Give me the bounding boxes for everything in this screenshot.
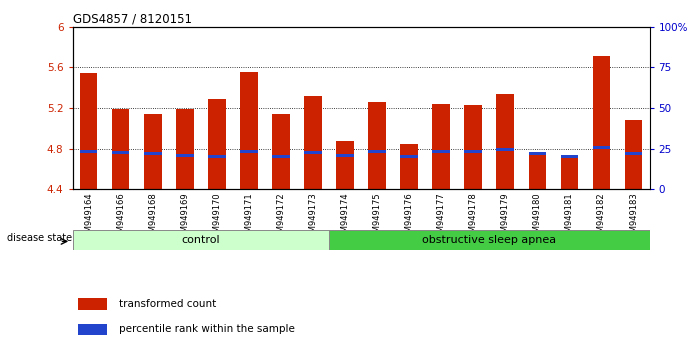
Bar [496,148,514,151]
Bar [433,104,450,189]
Bar [208,155,226,158]
Bar [272,155,290,158]
Bar [625,120,643,189]
Bar [78,324,107,335]
Text: GDS4857 / 8120151: GDS4857 / 8120151 [73,12,191,25]
Bar [240,150,258,153]
Bar [464,105,482,189]
Bar [272,114,290,189]
Bar [529,153,546,189]
Bar [79,150,97,153]
Text: disease state: disease state [8,233,73,243]
Bar [337,154,354,157]
Bar [79,73,97,189]
Bar [144,152,162,155]
Bar [304,151,322,154]
Bar [496,94,514,189]
Bar [560,155,578,158]
Bar [329,230,650,250]
Text: control: control [182,235,220,245]
Bar [78,298,107,310]
Bar [529,152,546,155]
Text: obstructive sleep apnea: obstructive sleep apnea [422,235,556,245]
Bar [176,109,193,189]
Bar [208,99,226,189]
Bar [73,230,329,250]
Text: percentile rank within the sample: percentile rank within the sample [119,325,295,335]
Bar [368,150,386,153]
Bar [433,150,450,153]
Bar [560,157,578,189]
Bar [337,141,354,189]
Bar [176,154,193,157]
Bar [593,56,610,189]
Bar [240,72,258,189]
Bar [112,151,129,154]
Text: transformed count: transformed count [119,299,216,309]
Bar [625,152,643,155]
Bar [400,144,418,189]
Bar [304,96,322,189]
Bar [112,109,129,189]
Bar [368,102,386,189]
Bar [144,114,162,189]
Bar [400,155,418,158]
Bar [593,146,610,149]
Bar [464,150,482,153]
